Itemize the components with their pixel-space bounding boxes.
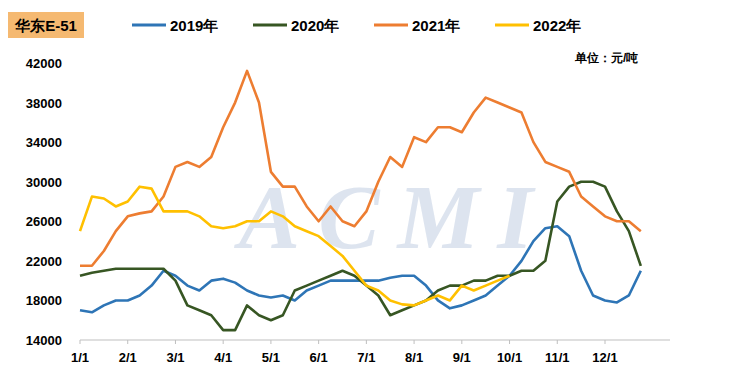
x-tick [270,340,271,344]
legend-label: 2020年 [291,17,339,34]
legend-item: 2021年 [374,17,460,34]
x-tick-label: 9/1 [453,350,471,365]
x-tick [557,340,558,344]
title: 华东E-51 [14,17,77,34]
x-tick [175,340,176,344]
x-tick-label: 2/1 [119,350,137,365]
x-tick [318,340,319,344]
x-tick-label: 12/1 [592,350,617,365]
x-tick-label: 1/1 [71,350,89,365]
legend-item: 2020年 [253,17,339,34]
y-tick [77,221,80,222]
y-tick [77,63,80,64]
x-tick [605,340,606,344]
y-tick-label: 34000 [26,135,62,150]
y-tick-label: 38000 [26,96,62,111]
chart: ACMI华东E-512019年2020年2021年2022年单位：元/吨1400… [0,0,735,376]
y-tick [77,142,80,143]
y-tick [77,181,80,182]
legend-item: 2019年 [132,17,218,34]
legend-label: 2022年 [533,17,581,34]
y-tick-label: 30000 [26,175,62,190]
unit-label: 单位：元/吨 [574,51,638,65]
x-tick-label: 7/1 [357,350,375,365]
x-tick [223,340,224,344]
y-tick-label: 18000 [26,293,62,308]
x-tick-label: 5/1 [262,350,280,365]
series-line [80,71,641,266]
x-tick [80,340,81,344]
plot-area [80,71,641,330]
series-line [80,182,641,330]
x-tick-label: 10/1 [497,350,522,365]
x-tick-label: 6/1 [310,350,328,365]
x-axis [80,340,670,341]
x-tick-label: 4/1 [214,350,232,365]
x-tick-label: 3/1 [166,350,184,365]
y-tick-label: 26000 [26,214,62,229]
x-tick-label: 8/1 [405,350,423,365]
x-tick [461,340,462,344]
y-tick-label: 14000 [26,333,62,348]
x-tick [127,340,128,344]
legend-swatch [253,24,287,27]
legend-swatch [374,24,408,27]
y-tick [77,300,80,301]
y-tick-label: 42000 [26,56,62,71]
legend-swatch [132,24,166,27]
x-tick [509,340,510,344]
legend-item: 2022年 [495,17,581,34]
x-tick-label: 11/1 [545,350,570,365]
legend-label: 2021年 [412,17,460,34]
y-tick [77,102,80,103]
series-line [80,187,510,306]
x-tick [414,340,415,344]
y-tick [77,260,80,261]
y-tick-label: 22000 [26,254,62,269]
x-tick [366,340,367,344]
title-box [8,12,84,38]
legend-swatch [495,24,529,27]
legend-label: 2019年 [170,17,218,34]
